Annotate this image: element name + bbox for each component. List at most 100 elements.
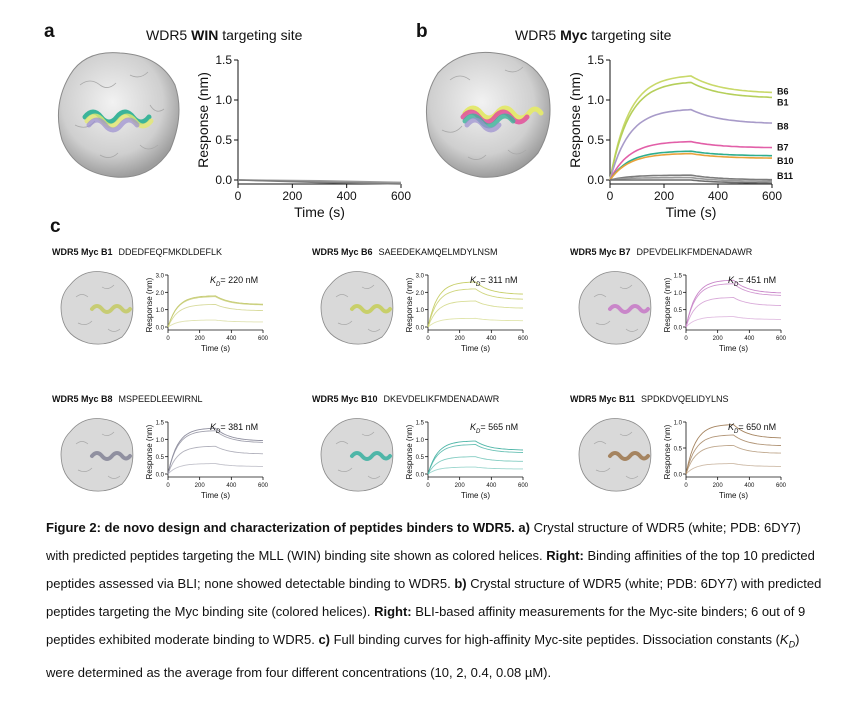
x-axis-label: Time (s)	[201, 491, 230, 500]
protein-texture	[593, 431, 639, 479]
y-tick-label: 1.5	[156, 421, 165, 427]
small-chart: 0.0 0.5 1.0 1.5 0 200 400 600 Time (s) Response (…	[145, 421, 269, 501]
y-tick-label: 3.0	[416, 274, 425, 280]
series-line-unlabeled	[610, 179, 772, 184]
x-axis-label: Time (s)	[719, 344, 748, 353]
panel-b-title-suffix: targeting site	[587, 27, 672, 43]
entry-name: WDR5 Myc B1	[52, 247, 113, 257]
panel-c-entry-heading: WDR5 Myc B10 DKEVDELIKFMDENADAWR	[312, 394, 499, 404]
x-axis-label: Time (s)	[201, 344, 230, 353]
protein-structure-b	[425, 51, 551, 178]
y-tick-label: 1.0	[156, 308, 165, 314]
x-axis-label: Time (s)	[719, 491, 748, 500]
entry-name: WDR5 Myc B7	[570, 247, 631, 257]
kd-number: = 381 nM	[220, 422, 259, 432]
peptide-helix	[90, 451, 132, 461]
kd-subscript: D	[476, 281, 481, 288]
panel-a-title-suffix: targeting site	[218, 27, 303, 43]
y-tick-label: 1.5	[416, 421, 425, 427]
x-tick-label: 400	[708, 189, 728, 203]
x-tick-label: 200	[713, 336, 724, 342]
x-tick-label: 400	[226, 483, 237, 489]
axes: 0.0 0.5 1.0 1.5 0 200 400 600 Time (s) Response (…	[195, 53, 411, 220]
y-tick-label: 1.5	[587, 53, 604, 67]
kd-value: KD= 565 nM	[470, 422, 518, 435]
figure-caption: Figure 2: de novo design and characteriz…	[46, 514, 826, 687]
y-tick-label: 1.0	[215, 93, 232, 107]
y-axis-label: Response (nm)	[405, 424, 414, 479]
entry-name: WDR5 Myc B10	[312, 394, 378, 404]
y-tick-label: 0.0	[587, 173, 604, 187]
x-tick-label: 600	[762, 189, 782, 203]
x-tick-label: 0	[235, 189, 242, 203]
protein-structure-small	[578, 271, 652, 345]
x-tick-label: 200	[713, 483, 724, 489]
binding-curve	[685, 424, 782, 475]
y-tick-label: 0.0	[674, 326, 683, 332]
binding-curve	[685, 316, 781, 328]
binding-curve	[685, 444, 781, 475]
small-chart: 0.0 1.0 2.0 3.0 0 200 400 600 Time (s) Response (…	[405, 274, 529, 354]
protein-structure-small	[60, 271, 134, 345]
x-tick-label: 0	[684, 483, 688, 489]
y-axis-label: Response (nm)	[405, 277, 414, 332]
entry-name: WDR5 Myc B11	[570, 394, 636, 404]
y-tick-label: 0.0	[215, 173, 232, 187]
caption-c-text: Full binding curves for high-affinity My…	[330, 632, 780, 647]
series-line-B10b	[609, 152, 772, 181]
x-tick-label: 400	[744, 483, 755, 489]
protein-structure-a	[57, 52, 180, 178]
chart-b: 0.0 0.5 1.0 1.5 0 200 400 600 Time (s) Response (…	[567, 53, 794, 220]
x-tick-label: 400	[486, 483, 497, 489]
series-label: B8	[777, 122, 789, 132]
y-tick-label: 0.5	[674, 308, 683, 314]
x-tick-label: 400	[337, 189, 357, 203]
peptide-helix	[608, 451, 650, 461]
x-tick-label: 600	[391, 189, 411, 203]
x-tick-label: 0	[426, 336, 430, 342]
y-axis-label: Response (nm)	[145, 424, 154, 479]
panel-c-label: c	[50, 216, 61, 237]
series-line-B6	[609, 75, 773, 181]
kd-subscript: D	[476, 428, 481, 435]
series-line-B10	[609, 150, 772, 181]
chart-a: 0.0 0.5 1.0 1.5 0 200 400 600 Time (s) Response (…	[195, 53, 411, 220]
series-line-B7	[609, 140, 773, 181]
series-line-B11	[609, 174, 772, 181]
kd-subscript: D	[216, 428, 221, 435]
protein-structure-small	[320, 271, 394, 345]
panel-c-entry-heading: WDR5 Myc B8 MSPEEDLEEWIRNL	[52, 394, 203, 404]
binding-curve	[167, 430, 264, 475]
binding-curve	[427, 281, 524, 328]
y-tick-label: 0.0	[156, 473, 165, 479]
x-tick-label: 200	[455, 483, 466, 489]
y-tick-label: 0.5	[674, 447, 683, 453]
kd-subscript: D	[734, 428, 739, 435]
protein-structure-small	[578, 418, 652, 492]
y-tick-label: 3.0	[156, 274, 165, 280]
y-axis-label: Response (nm)	[663, 424, 672, 479]
caption-c-label: c)	[318, 632, 330, 647]
series-line-unlabeled	[609, 176, 772, 183]
y-tick-label: 1.0	[416, 438, 425, 444]
panel-c-entry-heading: WDR5 Myc B6 SAEEDEKAMQELMDYLNSM	[312, 247, 498, 257]
kd-symbol: K	[728, 422, 735, 432]
x-tick-label: 0	[607, 189, 614, 203]
x-tick-label: 600	[518, 483, 529, 489]
kd-symbol: K	[728, 275, 735, 285]
panel-a-title-bold: WIN	[191, 27, 219, 43]
caption-a-text: Crystal structure of WDR5 (white; PDB: 6…	[46, 520, 801, 563]
kd-number: = 565 nM	[480, 422, 519, 432]
caption-kd-d: D	[788, 639, 796, 650]
x-tick-label: 600	[258, 336, 269, 342]
panel-a-title: WDR5 WIN targeting site	[146, 27, 302, 43]
entry-sequence: SAEEDEKAMQELMDYLNSM	[378, 247, 498, 257]
binding-curve	[427, 466, 523, 475]
panel-c-entry-heading: WDR5 Myc B11 SPDKDVQELIDYLNS	[570, 394, 729, 404]
protein-texture	[335, 284, 381, 332]
series-line	[237, 179, 402, 185]
binding-curve	[685, 463, 781, 475]
kd-subscript: D	[216, 281, 221, 288]
entry-sequence: DKEVDELIKFMDENADAWR	[383, 394, 500, 404]
x-tick-label: 200	[195, 336, 206, 342]
